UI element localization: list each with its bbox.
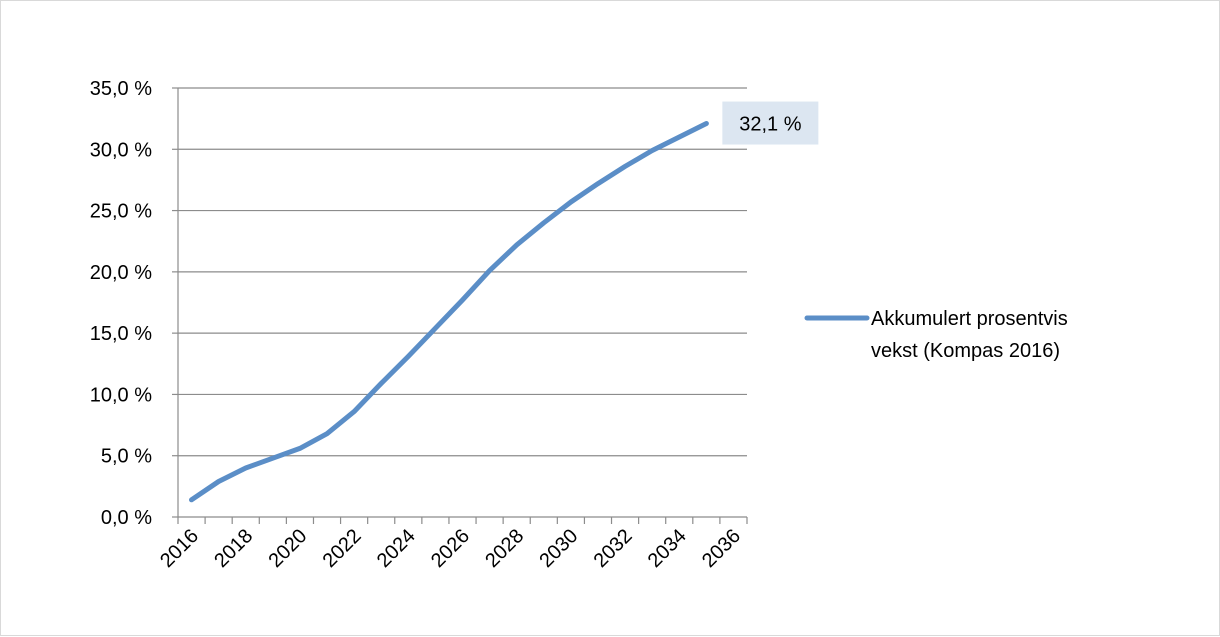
y-tick-label: 20,0 % [90, 262, 152, 284]
y-tick-label: 0,0 % [101, 507, 152, 529]
x-tick-label: 2032 [590, 525, 637, 572]
x-tick-label: 2022 [319, 525, 366, 572]
x-tick-label: 2036 [698, 525, 745, 572]
y-axis-tick-labels: 0,0 % 5,0 % 10,0 % 15,0 % 20,0 % 25,0 % 30,0 %… [90, 78, 152, 529]
series-line [189, 121, 709, 503]
axes [172, 87, 748, 524]
data-label-box [722, 101, 819, 145]
x-tick-label: 2026 [427, 525, 474, 572]
x-tick-label: 2028 [481, 525, 528, 572]
data-label-layer: 32,1 % [722, 101, 819, 145]
x-tick-label: 2018 [210, 525, 257, 572]
x-tick-label: 2016 [156, 525, 203, 572]
y-tick-label: 30,0 % [90, 139, 152, 161]
y-tick-label: 25,0 % [90, 201, 152, 223]
x-tick-label: 2020 [264, 525, 311, 572]
series-layer [189, 121, 709, 503]
legend-label: Akkumulert prosentvis vekst (Kompas 2016) [871, 308, 1068, 362]
data-label: 32,1 % [739, 114, 801, 136]
y-tick-label: 5,0 % [101, 446, 152, 468]
x-tick-label: 2034 [644, 525, 691, 572]
x-tick-label: 2024 [373, 525, 420, 572]
x-axis-tick-labels: 2016 2018 2020 2022 2024 2026 2028 2030 2032 2034… [156, 525, 745, 572]
gridlines [178, 87, 747, 457]
y-tick-label: 35,0 % [90, 78, 152, 100]
legend: Akkumulert prosentvis vekst (Kompas 2016) [804, 308, 1068, 362]
y-tick-label: 10,0 % [90, 384, 152, 406]
x-tick-label: 2030 [535, 525, 582, 572]
y-tick-label: 15,0 % [90, 323, 152, 345]
